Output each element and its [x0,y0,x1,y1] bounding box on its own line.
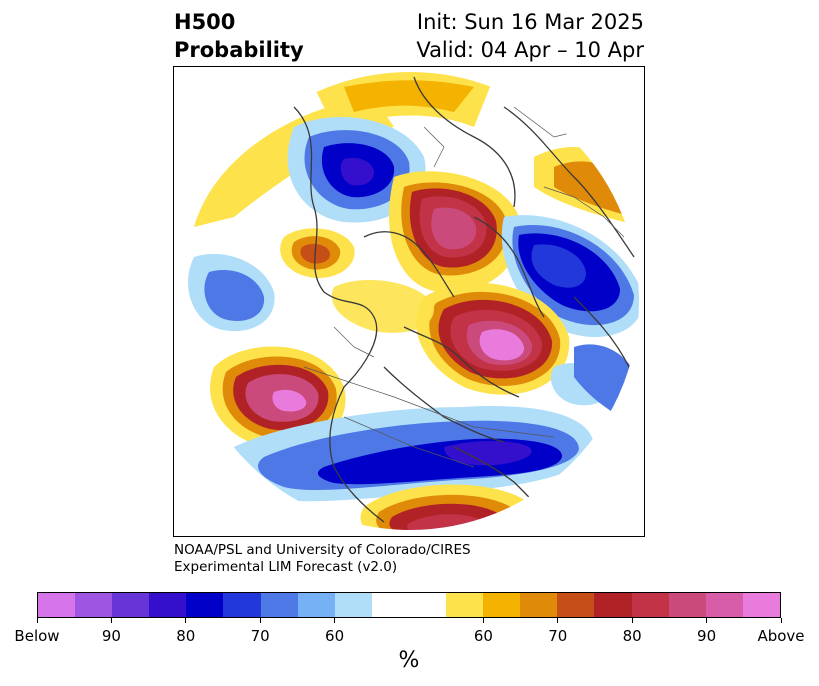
colorbar-swatch [334,593,372,617]
colorbar-swatch [260,593,298,617]
title-init-date: Init: Sun 16 Mar 2025 [416,10,644,34]
colorbar-swatch [483,593,521,617]
probability-map [179,70,641,532]
credit-text: NOAA/PSL and University of Colorado/CIRE… [174,542,471,576]
colorbar-tick-mark [482,618,484,623]
colorbar-tick-label: 90 [101,627,121,645]
colorbar-swatch [631,593,669,617]
colorbar-tick-label: 80 [176,627,196,645]
colorbar-swatch [668,593,706,617]
colorbar-swatch [297,593,335,617]
colorbar-tick-label: 70 [548,627,568,645]
colorbar-swatch [223,593,261,617]
colorbar-tick-mark [557,618,559,623]
map-panel [173,66,645,537]
colorbar-swatch [75,593,113,617]
chart-title-left: H500 Probability [174,8,304,64]
colorbar-tick-mark [110,618,112,623]
coastline-outline [293,76,636,528]
colorbar-tick-label: Above [757,627,805,645]
colorbar-unit-label: % [398,648,420,673]
colorbar-tick-label: 90 [697,627,717,645]
colorbar-swatch [594,593,632,617]
colorbar-tick-label: 60 [325,627,345,645]
colorbar-swatch [408,593,447,617]
anomaly-field [180,71,640,531]
colorbar-swatch [742,593,780,617]
colorbar-swatch [149,593,187,617]
colorbar-swatch [446,593,484,617]
title-valid-range: Valid: 04 Apr – 10 Apr [416,38,644,62]
chart-title-right: Init: Sun 16 Mar 2025 Valid: 04 Apr – 10… [416,8,644,64]
colorbar-swatch [112,593,150,617]
colorbar-tick-mark [36,618,38,623]
title-field: Probability [174,38,304,62]
title-variable: H500 [174,10,236,34]
colorbar-tick-label: 70 [250,627,270,645]
colorbar-swatch [186,593,224,617]
colorbar-tick-mark [780,618,782,623]
credit-line-1: NOAA/PSL and University of Colorado/CIRE… [174,542,471,558]
colorbar-swatch [38,593,76,617]
colorbar-tick-mark [706,618,708,623]
colorbar-tick-label: Below [14,627,60,645]
colorbar-tick-mark [631,618,633,623]
colorbar-swatch [557,593,595,617]
credit-line-2: Experimental LIM Forecast (v2.0) [174,559,398,575]
colorbar-tick-mark [259,618,261,623]
colorbar [37,592,781,618]
colorbar-tick-label: 60 [473,627,493,645]
colorbar-tick-label: 80 [622,627,642,645]
colorbar-tick-mark [334,618,336,623]
colorbar-swatch [705,593,743,617]
colorbar-swatch [371,593,409,617]
colorbar-tick-mark [185,618,187,623]
colorbar-swatch [520,593,558,617]
